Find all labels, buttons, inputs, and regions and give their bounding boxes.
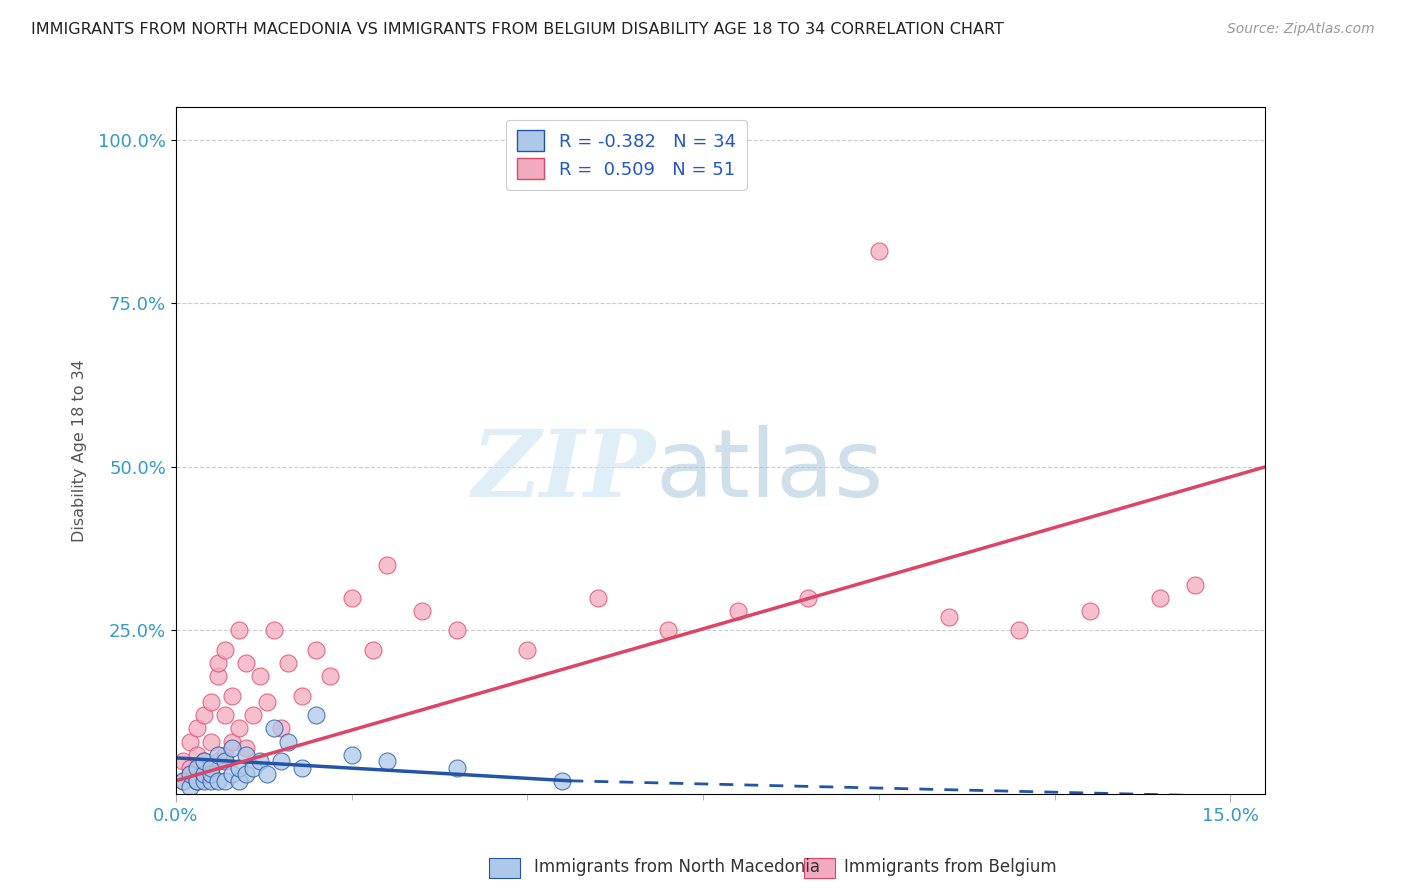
Point xyxy=(179,767,201,781)
Point xyxy=(270,754,292,768)
Point xyxy=(172,773,194,788)
Point xyxy=(214,773,236,788)
Point xyxy=(221,689,243,703)
Point xyxy=(172,773,194,788)
Text: IMMIGRANTS FROM NORTH MACEDONIA VS IMMIGRANTS FROM BELGIUM DISABILITY AGE 18 TO : IMMIGRANTS FROM NORTH MACEDONIA VS IMMIG… xyxy=(31,22,1004,37)
Point xyxy=(186,761,208,775)
Point xyxy=(411,604,433,618)
FancyBboxPatch shape xyxy=(804,858,835,878)
Point xyxy=(172,754,194,768)
Point xyxy=(551,773,574,788)
Point xyxy=(270,722,292,736)
Point xyxy=(193,767,215,781)
Point xyxy=(207,747,229,762)
Point xyxy=(277,734,299,748)
Point xyxy=(256,695,278,709)
Point xyxy=(256,767,278,781)
Point xyxy=(179,761,201,775)
Point xyxy=(1078,604,1101,618)
Point xyxy=(214,754,236,768)
Point xyxy=(214,643,236,657)
Point xyxy=(938,610,960,624)
Point xyxy=(263,624,285,638)
Point xyxy=(200,761,222,775)
Point xyxy=(249,669,271,683)
Point xyxy=(221,767,243,781)
Point xyxy=(221,741,243,756)
Point xyxy=(446,761,468,775)
Point xyxy=(179,780,201,795)
Point xyxy=(375,558,398,572)
Point xyxy=(186,773,208,788)
Text: Immigrants from North Macedonia: Immigrants from North Macedonia xyxy=(534,858,820,876)
Point xyxy=(193,708,215,723)
Point xyxy=(868,244,890,258)
Point xyxy=(263,722,285,736)
Point xyxy=(516,643,538,657)
Point xyxy=(319,669,342,683)
Point xyxy=(207,669,229,683)
Text: Immigrants from Belgium: Immigrants from Belgium xyxy=(844,858,1056,876)
Point xyxy=(214,747,236,762)
Point xyxy=(207,656,229,670)
Text: atlas: atlas xyxy=(655,425,883,517)
FancyBboxPatch shape xyxy=(489,858,520,878)
Point xyxy=(242,761,264,775)
Point xyxy=(249,754,271,768)
Point xyxy=(179,767,201,781)
Point xyxy=(446,624,468,638)
Point xyxy=(797,591,820,605)
Point xyxy=(193,767,215,781)
Point xyxy=(228,773,250,788)
Point xyxy=(186,722,208,736)
Point xyxy=(221,734,243,748)
Point xyxy=(340,591,363,605)
Point xyxy=(228,722,250,736)
Point xyxy=(214,708,236,723)
Point xyxy=(305,708,328,723)
Point xyxy=(657,624,679,638)
Point xyxy=(235,741,257,756)
Point xyxy=(186,747,208,762)
Point xyxy=(193,754,215,768)
Point xyxy=(186,773,208,788)
Point xyxy=(193,773,215,788)
Point xyxy=(277,656,299,670)
Point xyxy=(242,708,264,723)
Point xyxy=(727,604,749,618)
Point xyxy=(235,656,257,670)
Y-axis label: Disability Age 18 to 34: Disability Age 18 to 34 xyxy=(72,359,87,541)
Point xyxy=(200,767,222,781)
Text: Source: ZipAtlas.com: Source: ZipAtlas.com xyxy=(1227,22,1375,37)
Point xyxy=(200,695,222,709)
Point xyxy=(305,643,328,657)
Point xyxy=(200,773,222,788)
Point xyxy=(291,761,314,775)
Point xyxy=(340,747,363,762)
Point xyxy=(207,754,229,768)
Point xyxy=(235,767,257,781)
Point xyxy=(186,773,208,788)
Point xyxy=(207,773,229,788)
Point xyxy=(1149,591,1171,605)
Point xyxy=(1008,624,1031,638)
Point xyxy=(200,761,222,775)
Point xyxy=(200,734,222,748)
Point xyxy=(361,643,384,657)
Point xyxy=(228,624,250,638)
Point xyxy=(193,754,215,768)
Point xyxy=(291,689,314,703)
Point xyxy=(228,761,250,775)
Point xyxy=(586,591,609,605)
Text: ZIP: ZIP xyxy=(471,426,655,516)
Point xyxy=(375,754,398,768)
Point xyxy=(1184,577,1206,591)
Legend: R = -0.382   N = 34, R =  0.509   N = 51: R = -0.382 N = 34, R = 0.509 N = 51 xyxy=(506,120,747,190)
Point xyxy=(179,734,201,748)
Point xyxy=(235,747,257,762)
